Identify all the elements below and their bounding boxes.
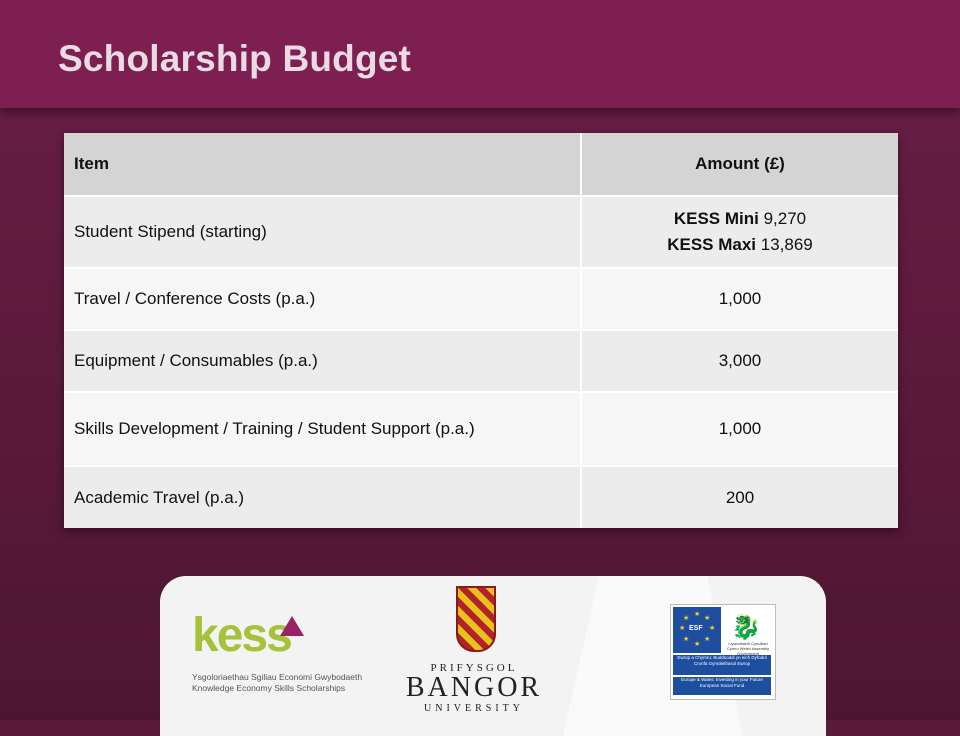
row-amount: 3,000 — [580, 330, 898, 392]
table-row: Equipment / Consumables (p.a.) 3,000 — [64, 330, 898, 392]
triangle-icon — [280, 616, 304, 636]
amount-line: KESS Maxi 13,869 — [592, 232, 888, 258]
amount-label: KESS Mini — [673, 209, 759, 228]
row-item: Equipment / Consumables (p.a.) — [64, 330, 581, 392]
budget-table: Item Amount (£) Student Stipend (startin… — [64, 133, 898, 528]
header-amount: Amount (£) — [580, 133, 898, 196]
row-amount: 200 — [580, 466, 898, 528]
amount-value: 13,869 — [760, 235, 813, 254]
table-header-row: Item Amount (£) — [64, 133, 898, 196]
row-item: Skills Development / Training / Student … — [64, 392, 581, 466]
bangor-line2: BANGOR — [405, 672, 543, 703]
kess-tagline-welsh: Ysgoloriaethau Sgiliau Economi Gwybodaet… — [192, 672, 363, 682]
title-bar: Scholarship Budget — [0, 0, 960, 108]
esf-logo: ★ ★ ★ ★ ★ ★ ★ ★ ESF 🐉 Llywodraeth Cynull… — [670, 604, 776, 700]
amount-line: KESS Mini 9,270 — [592, 206, 888, 232]
row-amount: KESS Mini 9,270 KESS Maxi 13,869 — [580, 196, 898, 268]
table-row: Travel / Conference Costs (p.a.) 1,000 — [64, 268, 898, 330]
table-row: Academic Travel (p.a.) 200 — [64, 466, 898, 528]
header-item: Item — [64, 133, 581, 196]
eu-flag-icon: ★ ★ ★ ★ ★ ★ ★ ★ ESF — [673, 607, 721, 653]
amount-label: KESS Maxi — [667, 235, 757, 254]
amount-value: 9,270 — [763, 209, 807, 228]
row-item: Academic Travel (p.a.) — [64, 466, 581, 528]
row-item: Student Stipend (starting) — [64, 196, 581, 268]
table-row: Student Stipend (starting) KESS Mini 9,2… — [64, 196, 898, 268]
esf-flag-text: ESF — [689, 625, 703, 632]
row-amount: 1,000 — [580, 392, 898, 466]
slide-title: Scholarship Budget — [58, 38, 412, 79]
esf-band-english: Europe & Wales: Investing in your Future… — [673, 677, 771, 695]
welsh-dragon-icon: 🐉 — [731, 614, 761, 641]
row-amount: 1,000 — [580, 268, 898, 330]
esf-govt-text: Llywodraeth Cynulliad Cymru Welsh Assemb… — [726, 641, 770, 656]
logo-panel: kess Ysgoloriaethau Sgiliau Economi Gwyb… — [160, 576, 826, 736]
university-crest-icon — [456, 586, 496, 652]
esf-band-welsh: Ewrop a Chymru: Buddsoddi yn eich Dyfodo… — [673, 655, 771, 675]
table-row: Skills Development / Training / Student … — [64, 392, 898, 466]
kess-tagline: Ysgoloriaethau Sgiliau Economi Gwybodaet… — [192, 672, 362, 694]
row-item: Travel / Conference Costs (p.a.) — [64, 268, 581, 330]
kess-tagline-english: Knowledge Economy Skills Scholarships — [192, 683, 346, 693]
bangor-line3: UNIVERSITY — [424, 703, 524, 714]
kess-logo: kess — [192, 609, 293, 662]
bangor-line1: PRIFYSGOL — [430, 662, 518, 674]
